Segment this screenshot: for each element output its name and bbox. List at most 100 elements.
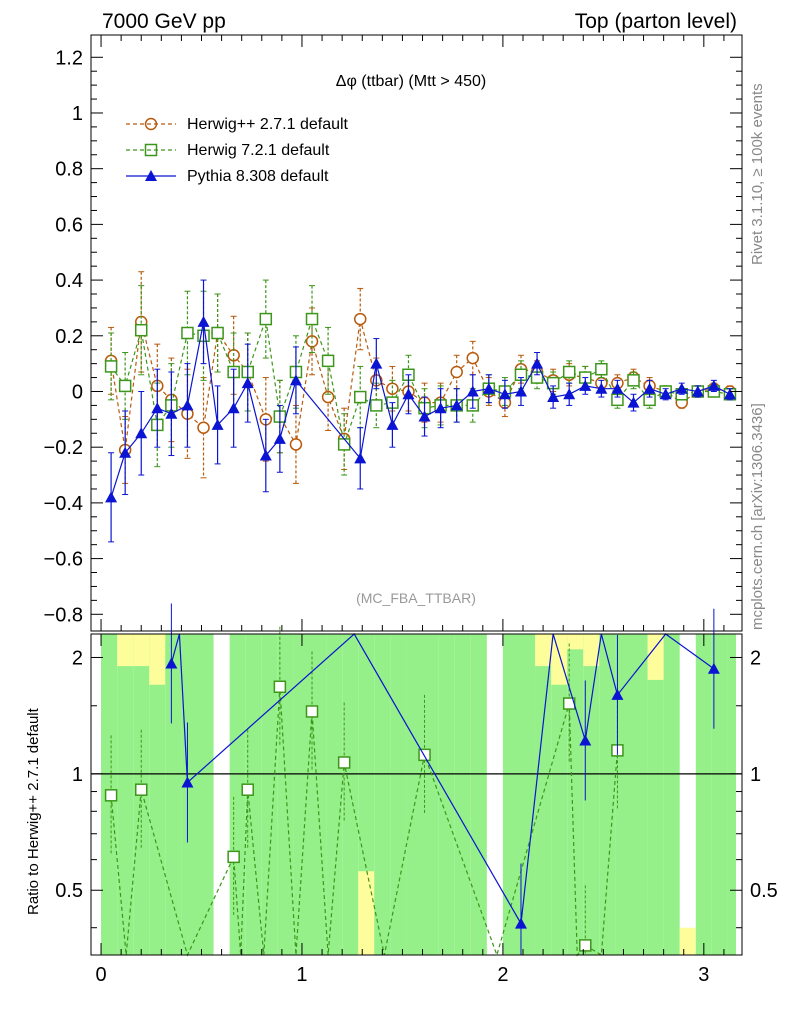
ratio-band-green bbox=[695, 634, 712, 955]
ratio-band-green bbox=[149, 634, 166, 955]
ratio-band-green bbox=[342, 634, 359, 955]
ratio-band-green bbox=[502, 634, 519, 955]
data-point-herwig7 bbox=[627, 374, 640, 387]
main-ytick-label: −0.6 bbox=[44, 549, 83, 571]
ratio-band-green bbox=[454, 634, 471, 955]
ratio-point-herwig7 bbox=[337, 756, 351, 769]
ratio-point-herwig7 bbox=[241, 783, 254, 796]
ratio-band-green bbox=[535, 634, 552, 955]
data-point-herwigpp bbox=[353, 312, 367, 326]
ratio-point-herwig7 bbox=[418, 748, 431, 762]
ratio-series-line-herwig7 bbox=[110, 686, 619, 957]
data-point-herwig7 bbox=[305, 312, 319, 326]
ratio-band-green bbox=[293, 634, 311, 955]
ratio-ytick-label-right: 1 bbox=[750, 764, 761, 786]
data-point-herwig7 bbox=[562, 365, 576, 379]
ratio-point-pythia bbox=[707, 662, 720, 674]
ratio-point-pythia bbox=[165, 657, 178, 669]
ratio-band-green bbox=[518, 634, 536, 955]
data-point-herwig7 bbox=[321, 354, 335, 368]
data-point-pythia bbox=[259, 449, 272, 461]
ratio-band-green bbox=[117, 634, 134, 955]
ratio-band-green bbox=[727, 634, 736, 955]
ratio-series-herwig7 bbox=[104, 626, 624, 957]
data-point-pythia bbox=[466, 385, 479, 397]
ratio-band-green bbox=[711, 634, 728, 955]
data-point-pythia bbox=[707, 379, 720, 391]
data-point-pythia bbox=[418, 410, 431, 422]
ratio-point-herwig7 bbox=[579, 939, 592, 952]
data-point-herwig7 bbox=[181, 326, 194, 340]
legend-label-pythia: Pythia 8.308 default bbox=[187, 168, 329, 185]
data-point-herwigpp bbox=[466, 351, 480, 365]
ratio-point-pythia bbox=[514, 917, 527, 929]
ratio-band-yellow bbox=[535, 634, 552, 667]
ratio-band-green bbox=[551, 634, 568, 955]
data-point-pythia bbox=[482, 382, 495, 394]
data-point-pythia bbox=[723, 388, 736, 400]
ratio-point-pythia bbox=[611, 688, 624, 700]
data-point-herwig7 bbox=[259, 312, 273, 326]
ratio-ytick-label: 2 bbox=[72, 647, 83, 669]
data-point-pythia bbox=[273, 432, 286, 444]
main-series-herwigpp bbox=[104, 271, 737, 484]
ratio-band-green bbox=[165, 634, 182, 955]
ratio-band-yellow bbox=[679, 927, 696, 955]
ratio-band-yellow bbox=[567, 634, 584, 650]
data-point-pythia bbox=[675, 382, 688, 394]
ratio-ytick-label: 1 bbox=[72, 764, 83, 786]
data-point-pythia bbox=[181, 399, 194, 411]
ratio-band-yellow bbox=[647, 634, 664, 680]
data-point-pythia bbox=[211, 418, 224, 430]
main-ytick-label: 0.2 bbox=[55, 326, 83, 348]
ratio-band-green bbox=[615, 634, 632, 955]
ratio-panel: 0.5 0.5 1 1 2 2 0 1 2 3 Ratio to Herwig++ 2.7.1 d… bbox=[25, 603, 778, 986]
data-point-pythia bbox=[627, 396, 640, 408]
ratio-xtick-label: 0 bbox=[95, 964, 106, 986]
side-label-mcplots: mcplots.cern.ch [arXiv:1306.3436] bbox=[749, 403, 766, 630]
data-point-herwigpp bbox=[197, 421, 210, 434]
ratio-band-green bbox=[599, 634, 616, 955]
ratio-band-yellow bbox=[133, 634, 150, 667]
data-point-pythia bbox=[354, 452, 367, 464]
data-point-herwig7 bbox=[134, 323, 148, 337]
legend-label-herwig7: Herwig 7.2.1 default bbox=[187, 142, 330, 159]
ratio-frame bbox=[90, 633, 743, 956]
data-point-pythia bbox=[135, 427, 148, 439]
main-series-line-herwig7 bbox=[110, 317, 731, 447]
ratio-band-yellow bbox=[149, 634, 166, 685]
data-point-pythia bbox=[611, 382, 624, 394]
ratio-point-pythia bbox=[579, 734, 592, 746]
legend-label-herwigpp: Herwig++ 2.7.1 default bbox=[187, 116, 349, 133]
legend-entry-herwigpp: Herwig++ 2.7.1 default bbox=[126, 116, 349, 133]
ratio-band-green bbox=[583, 634, 600, 955]
ratio-ytick-label-right: 0.5 bbox=[750, 880, 778, 902]
data-point-herwigpp bbox=[450, 365, 463, 379]
main-frame bbox=[90, 34, 743, 632]
ratio-band-yellow bbox=[358, 871, 375, 955]
data-point-pythia bbox=[691, 385, 704, 397]
ratio-y-axis-label: Ratio to Herwig++ 2.7.1 default bbox=[25, 707, 42, 915]
data-point-pythia bbox=[289, 374, 302, 386]
data-point-pythia bbox=[579, 379, 592, 391]
data-point-herwig7 bbox=[353, 390, 367, 404]
ratio-band-green bbox=[647, 634, 664, 955]
ratio-point-herwig7 bbox=[273, 680, 287, 693]
ratio-band-green bbox=[390, 634, 407, 955]
ratio-band-green bbox=[470, 634, 487, 955]
ratio-band-green bbox=[406, 634, 423, 955]
data-point-pythia bbox=[450, 399, 463, 411]
main-ytick-label: 1.2 bbox=[55, 47, 83, 69]
main-ytick-label: 0.6 bbox=[55, 214, 83, 236]
ratio-band-green bbox=[326, 634, 343, 955]
ratio-band-green bbox=[197, 634, 214, 955]
main-ytick-label: 0 bbox=[72, 381, 83, 403]
ratio-ytick-label: 0.5 bbox=[55, 880, 83, 902]
data-point-herwig7 bbox=[595, 362, 608, 376]
ratio-xtick-label: 2 bbox=[497, 964, 508, 986]
data-point-pythia bbox=[514, 385, 527, 397]
data-point-pythia bbox=[659, 388, 672, 400]
main-ytick-label: 1 bbox=[72, 103, 83, 125]
data-point-pythia bbox=[105, 491, 118, 503]
